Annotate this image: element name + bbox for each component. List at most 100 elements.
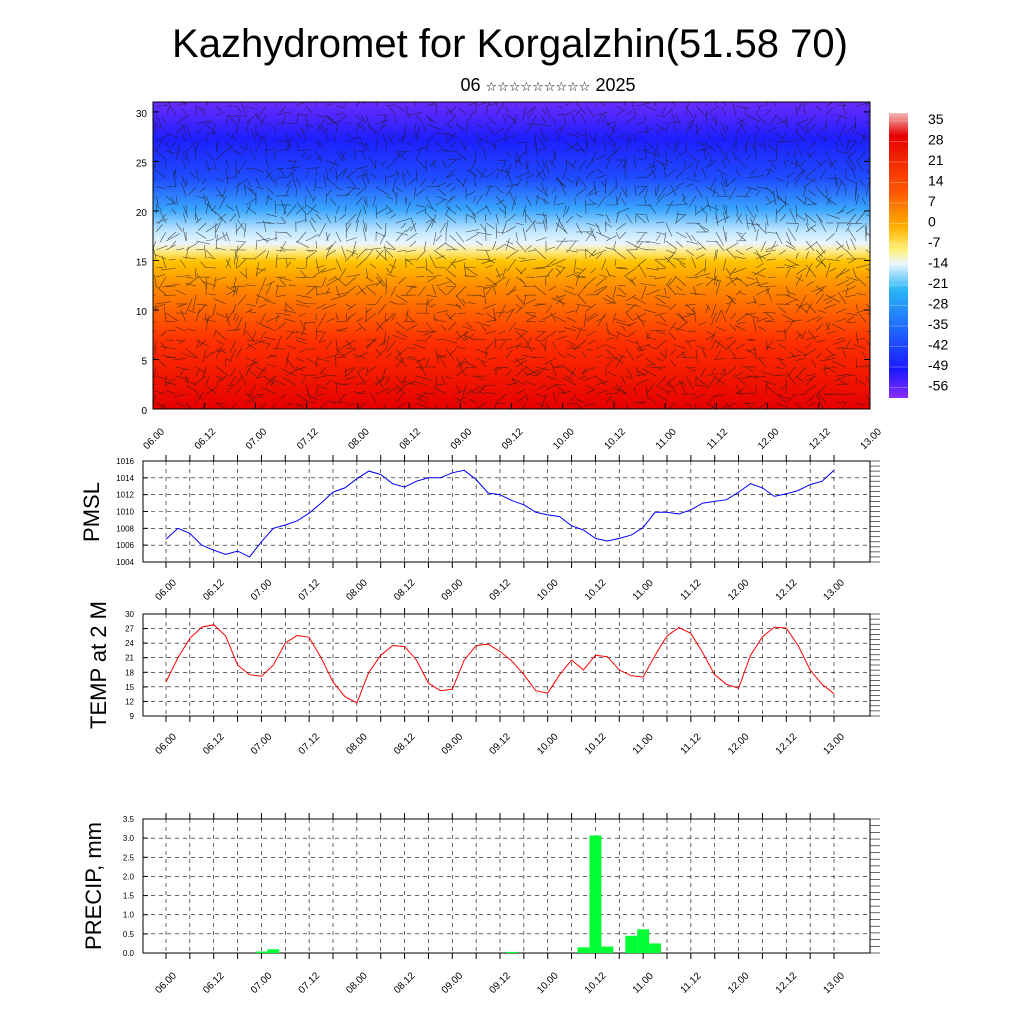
precip-bar — [255, 951, 268, 953]
temp-x-tick-label: 11.00 — [631, 731, 656, 756]
precip-bar — [506, 951, 518, 953]
pmsl-x-tick-label: 07.12 — [297, 577, 323, 603]
temp-x-tick-label: 10.00 — [535, 731, 561, 757]
temp-y-tick-label: 24 — [125, 639, 134, 648]
precip-y-tick-label: 2.5 — [123, 853, 135, 862]
colorbar-label: 35 — [928, 111, 944, 127]
pmsl-x-tick-label: 07.00 — [249, 577, 275, 603]
temp-x-tick-label: 13.00 — [821, 731, 847, 757]
pmsl-x-tick-label: 10.12 — [583, 577, 609, 603]
wind-vector-lines — [153, 102, 870, 409]
temp-panel: 9 12 15 18 21 24 27 30 06.00 06.12 07.00 07.12 08.0… — [86, 601, 880, 757]
precip-y-tick-label: 1.0 — [123, 911, 135, 920]
precip-ylabel: PRECIP, mm — [81, 822, 106, 950]
precip-bar — [589, 835, 602, 953]
precip-grid — [143, 818, 870, 954]
pmsl-y-tick-label: 1014 — [116, 474, 134, 483]
temp-x-tick-label: 07.12 — [297, 731, 323, 757]
temp-x-tick-label: 12.00 — [726, 731, 752, 757]
pmsl-ylabel: PMSL — [79, 482, 104, 542]
temp-x-tick-label: 07.00 — [249, 731, 275, 757]
precip-y-tick-label: 3.5 — [123, 815, 135, 824]
heatmap-x-axis: 06.00 06.12 07.00 07.12 08.00 08.12 09.00 09.12… — [141, 403, 884, 452]
temp-x-tick-label: 09.00 — [440, 731, 466, 757]
precip-x-tick-label: 13.00 — [821, 970, 847, 996]
colorbar-label: -42 — [928, 337, 948, 353]
pmsl-x-tick-label: 08.00 — [344, 577, 370, 603]
precip-x-tick-label: 12.00 — [726, 970, 752, 996]
heatmap-x-tick-label: 06.12 — [193, 426, 219, 452]
pmsl-x-tick-label: 11.12 — [679, 577, 704, 602]
precip-x-axis: 06.00 06.12 07.00 07.12 08.00 08.12 09.00 09.12… — [153, 813, 847, 996]
colorbar-label: 0 — [928, 214, 936, 230]
temp-y-axis: 9 12 15 18 21 24 27 30 — [125, 610, 880, 721]
precip-x-tick-label: 09.12 — [487, 970, 513, 996]
precip-x-tick-label: 11.12 — [679, 970, 704, 995]
colorbar-label: -49 — [928, 357, 948, 373]
colorbar-gradient — [889, 113, 908, 398]
pmsl-y-tick-label: 1016 — [116, 457, 134, 466]
heatmap-x-tick-label: 07.00 — [244, 426, 270, 452]
heatmap-panel: 0 5 10 15 20 25 30 06.00 06.12 07.00 07.12 08.00 08… — [136, 101, 884, 452]
heatmap-x-tick-label: 06.00 — [141, 426, 167, 452]
subtitle-day: 06 — [461, 75, 481, 95]
colorbar-label: 14 — [928, 173, 944, 189]
precip-y-tick-label: 0.5 — [123, 930, 135, 939]
precip-x-tick-label: 10.00 — [535, 970, 561, 996]
chart-subtitle: 06 ☆☆☆☆☆☆☆☆☆ 2025 — [461, 75, 636, 95]
colorbar-label: -35 — [928, 316, 948, 332]
pmsl-x-tick-label: 11.00 — [631, 577, 656, 602]
subtitle-stars: ☆☆☆☆☆☆☆☆☆ — [486, 79, 591, 94]
heatmap-y-axis: 0 5 10 15 20 25 30 — [136, 109, 870, 417]
temp-y-tick-label: 9 — [130, 712, 135, 721]
precip-y-tick-label: 2.0 — [123, 872, 135, 881]
precip-x-tick-label: 11.00 — [631, 970, 656, 995]
colorbar-label: 7 — [928, 193, 936, 209]
colorbar-label: -28 — [928, 296, 948, 312]
temp-x-axis: 06.00 06.12 07.00 07.12 08.00 08.12 09.00 09.12… — [153, 608, 847, 757]
precip-panel: 0.0 0.5 1.0 1.5 2.0 2.5 3.0 3.5 06.00 06.12 07.00… — [81, 813, 880, 996]
precip-x-tick-label: 10.12 — [583, 970, 609, 996]
temp-x-tick-label: 12.12 — [774, 731, 800, 757]
colorbar-label: 28 — [928, 132, 944, 148]
heatmap-y-tick-label: 15 — [136, 257, 148, 268]
temp-x-tick-label: 10.12 — [583, 731, 609, 757]
heatmap-y-tick-label: 10 — [136, 307, 148, 318]
heatmap-x-tick-label: 07.12 — [295, 426, 321, 452]
pmsl-y-tick-label: 1010 — [116, 508, 134, 517]
pmsl-x-tick-label: 13.00 — [821, 577, 847, 603]
precip-x-tick-label: 07.00 — [249, 970, 275, 996]
temp-grid — [143, 613, 870, 717]
precip-x-tick-label: 08.00 — [344, 970, 370, 996]
precip-bar — [267, 949, 280, 953]
heatmap-x-tick-label: 08.00 — [346, 426, 372, 452]
precip-frame — [142, 818, 871, 954]
precip-y-axis: 0.0 0.5 1.0 1.5 2.0 2.5 3.0 3.5 — [123, 815, 880, 958]
colorbar-ticks: 35 28 21 14 7 0 -7 -14 -21 -28 -35 -42 -49 -56 — [889, 111, 948, 394]
precip-bar — [601, 946, 614, 953]
pmsl-x-tick-label: 06.12 — [201, 577, 227, 603]
pmsl-x-axis: 06.00 06.12 07.00 07.12 08.00 08.12 09.00 09.12… — [153, 455, 847, 603]
pmsl-x-tick-label: 12.12 — [774, 577, 800, 603]
precip-y-tick-label: 3.0 — [123, 834, 135, 843]
temp-x-tick-label: 06.00 — [153, 731, 179, 757]
heatmap-x-tick-label: 08.12 — [398, 426, 424, 452]
pmsl-grid — [143, 460, 870, 563]
colorbar-label: 21 — [928, 152, 944, 168]
colorbar-label: -56 — [928, 378, 948, 394]
precip-x-tick-label: 09.00 — [440, 970, 466, 996]
precip-x-tick-label: 06.00 — [153, 970, 179, 996]
pmsl-x-tick-label: 09.00 — [440, 577, 466, 603]
heatmap-x-tick-label: 12.00 — [756, 426, 782, 452]
heatmap-y-tick-label: 0 — [141, 406, 147, 417]
temp-ylabel: TEMP at 2 M — [86, 601, 111, 729]
pmsl-x-tick-label: 12.00 — [726, 577, 752, 603]
pmsl-y-tick-label: 1004 — [116, 558, 134, 567]
colorbar-label: -7 — [928, 234, 941, 250]
subtitle-year: 2025 — [595, 75, 635, 95]
precip-x-tick-label: 12.12 — [774, 970, 800, 996]
temp-x-tick-label: 06.12 — [201, 731, 227, 757]
pmsl-y-tick-label: 1012 — [116, 491, 134, 500]
precip-x-tick-label: 08.12 — [392, 970, 418, 996]
